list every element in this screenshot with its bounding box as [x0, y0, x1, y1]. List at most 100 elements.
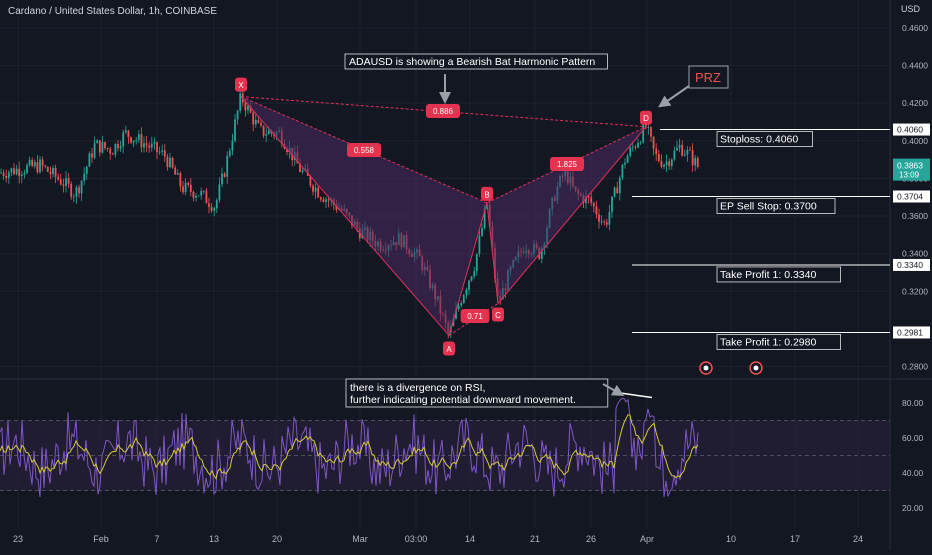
candle-body [91, 153, 93, 158]
candle-body [158, 151, 161, 153]
level-label: EP Sell Stop: 0.3700 [720, 200, 817, 212]
candle-body [85, 166, 88, 174]
candle-body [15, 168, 18, 175]
candle-body [182, 186, 184, 193]
rsi-tick-label: 80.00 [902, 398, 924, 408]
pattern-point-box [443, 341, 455, 356]
candle-body [267, 130, 270, 135]
candle-body [2, 172, 5, 176]
candle-body [257, 119, 260, 124]
candle-body [460, 302, 463, 306]
ratio-label-BD: 1.825 [557, 160, 578, 169]
candle-body [468, 280, 470, 290]
candle-body [600, 221, 603, 223]
candle-body [44, 165, 47, 167]
candle-body [101, 142, 104, 153]
level-label-box [716, 198, 836, 214]
candle-body [660, 160, 663, 167]
candle-body [54, 167, 57, 177]
candle-body [481, 227, 483, 236]
time-tick-label: 17 [790, 534, 800, 544]
candle-body [218, 184, 221, 201]
price-level-label: 0.4060 [897, 125, 923, 135]
candle-body [634, 146, 637, 148]
candle-body [75, 187, 78, 197]
price-tick-label: 0.3600 [902, 211, 928, 221]
ratio-label-XD: 0.886 [433, 107, 454, 116]
candle-body [137, 134, 140, 140]
candle-body [637, 142, 639, 148]
pattern-point-label: X [238, 81, 244, 90]
candle-body [676, 147, 678, 151]
candle-body [254, 119, 257, 125]
time-tick-label: 7 [154, 534, 159, 544]
pattern-point-box [492, 307, 504, 322]
candle-body [174, 167, 177, 175]
candle-body [265, 134, 268, 136]
candle-body [192, 191, 195, 198]
candle-body [10, 168, 13, 173]
candle-body [130, 137, 132, 143]
candle-body [20, 174, 23, 176]
candle-body [23, 172, 26, 175]
candle-body [223, 173, 226, 177]
candle-body [132, 140, 135, 143]
candle-body [624, 162, 626, 165]
ratio-box [347, 143, 381, 157]
pattern-point-label: A [446, 345, 452, 354]
rsi-ma-line [0, 414, 699, 480]
candle-body [46, 166, 49, 172]
candle-body [236, 110, 239, 120]
candle-body [5, 175, 8, 178]
candle-body [696, 157, 699, 167]
candle-body [452, 318, 455, 327]
candle-body [301, 170, 304, 172]
candle-body [176, 173, 179, 175]
trade-levels: Stoploss: 0.4060 EP Sell Stop: 0.3700 Take… [632, 129, 890, 350]
candle-body [18, 168, 21, 176]
candle-body [148, 145, 151, 148]
pattern-leg-BC [486, 202, 499, 304]
pattern-point-box [235, 77, 247, 92]
candle-body [156, 142, 158, 152]
candle-body [647, 127, 650, 128]
last-price-label: 0.3863 [897, 161, 923, 171]
candle-body [62, 184, 65, 187]
candle-body [189, 184, 192, 192]
candle-body [309, 175, 312, 186]
candle-body [626, 155, 629, 163]
candle-body [473, 271, 476, 277]
rsi-note-line2: further indicating potential downward mo… [350, 394, 576, 406]
rsi-tick-label: 20.00 [902, 503, 924, 513]
candle-body [70, 183, 73, 198]
candle-body [673, 150, 676, 160]
candle-body [33, 162, 36, 167]
candle-body [665, 161, 668, 165]
candle-body [145, 143, 148, 146]
level-label: Stoploss: 0.4060 [720, 134, 798, 146]
ratio-label-XB: 0.558 [354, 146, 375, 155]
candle-body [608, 211, 611, 225]
last-price-box [893, 158, 930, 181]
candle-body [59, 179, 62, 185]
candle-body [187, 182, 190, 185]
pattern-point-label: B [484, 190, 489, 199]
candle-body [299, 163, 301, 172]
candle-body [470, 276, 473, 281]
candle-body [595, 206, 598, 215]
candle-body [184, 182, 187, 193]
candle-body [681, 144, 684, 156]
pattern-triangle-1 [241, 96, 487, 336]
candle-body [104, 142, 106, 149]
candle-body [629, 147, 632, 156]
candle-body [670, 159, 673, 167]
candle-body [41, 159, 44, 166]
price-level-box [893, 326, 930, 339]
candle-body [114, 143, 117, 155]
symbol-title: Cardano / United States Dollar, 1h, COIN… [8, 6, 217, 17]
pattern-point-box [640, 110, 652, 125]
candle-body [457, 305, 460, 310]
candle-body [462, 295, 465, 303]
price-tick-label: 0.2800 [902, 362, 928, 372]
